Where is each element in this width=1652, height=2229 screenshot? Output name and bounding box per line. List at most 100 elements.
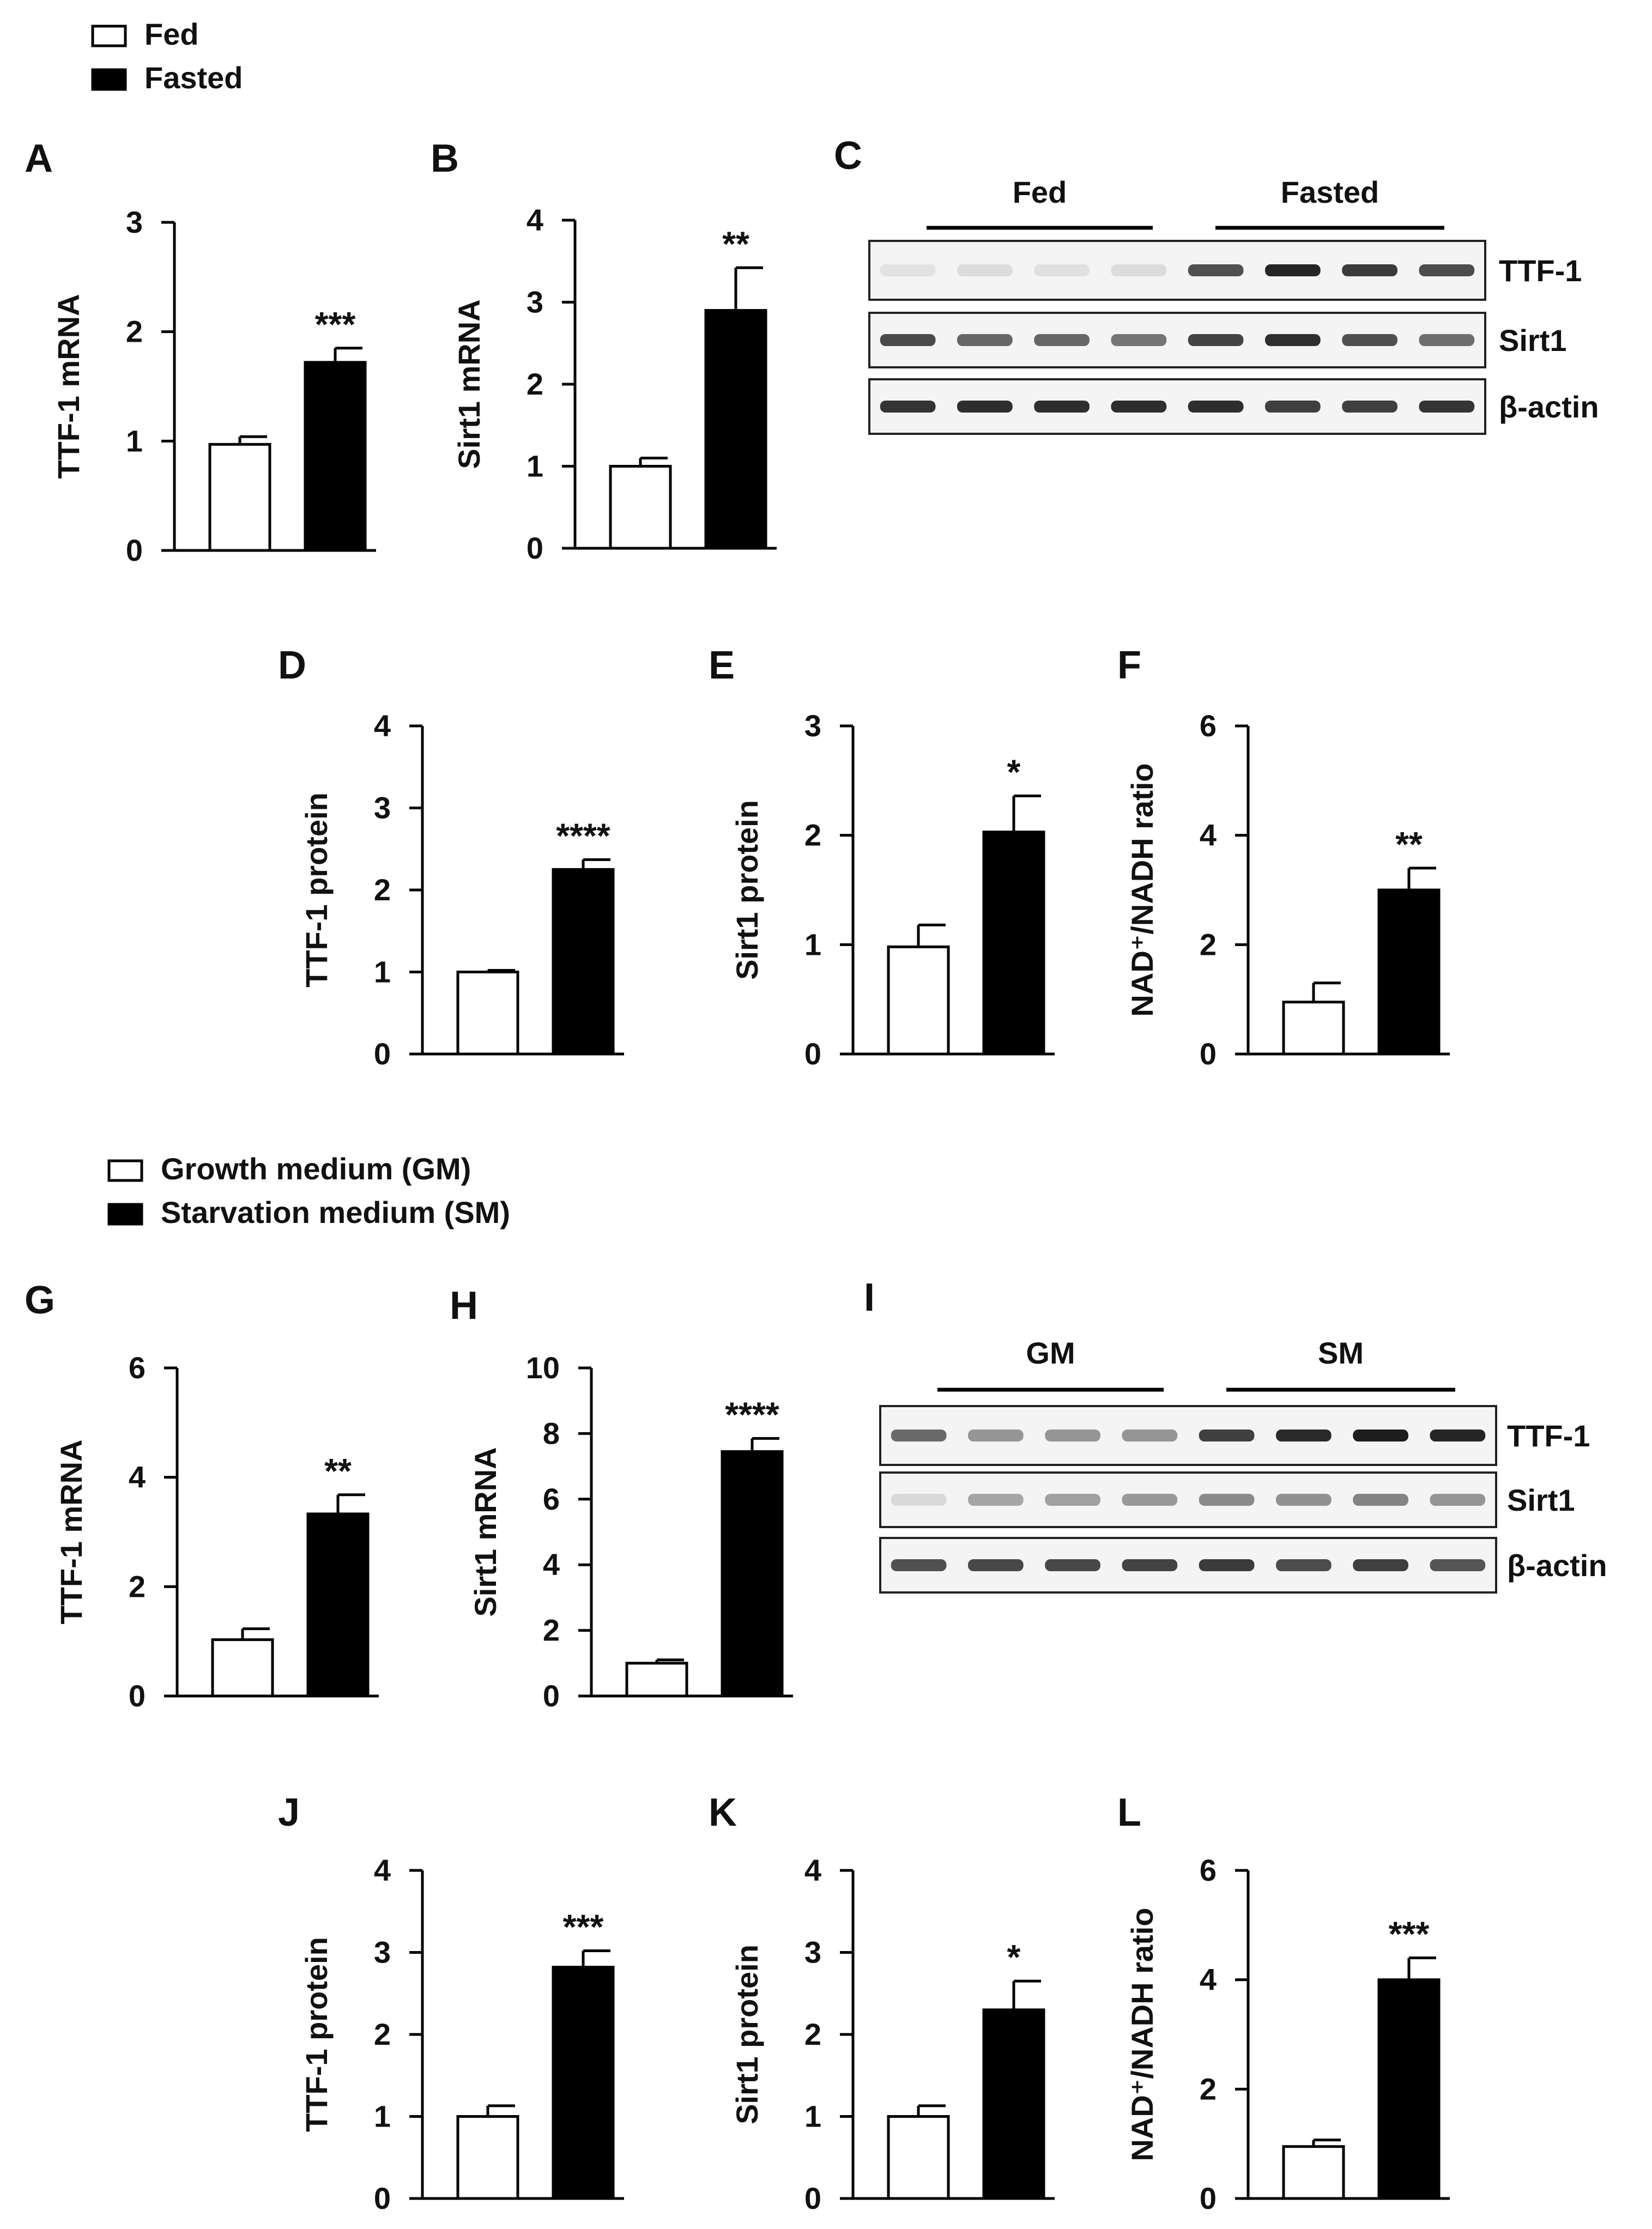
y-tick-label-k-3: 3 [804, 1935, 821, 1970]
bar-chart-h: 0 2 4 6 8 10 Sirt1 mRNA **** [468, 1350, 793, 1713]
y-tick-label-b-2: 2 [527, 367, 543, 401]
band-c-1-6 [1265, 264, 1321, 276]
band-c-1-8 [1419, 264, 1475, 276]
blots-layer: Fed Fasted TTF-1 Sirt1 β-actin GM SM TTF-1 Sirt1… [868, 175, 1607, 1594]
y-tick-label-k-2: 2 [804, 2017, 821, 2051]
y-tick-label-j-4: 4 [374, 1853, 391, 1887]
legend-2: Growth medium (GM) Starvation medium (SM) [107, 1152, 510, 1229]
band-i-2-4 [1122, 1494, 1178, 1506]
significance-l: *** [1389, 1915, 1430, 1954]
y-tick-label-j-1: 1 [374, 2099, 391, 2134]
band-c-1-4 [1111, 264, 1167, 276]
y-axis-label-f: NAD⁺/NADH ratio [1125, 763, 1159, 1016]
legend-swatch-2-1 [107, 1159, 143, 1182]
band-i-2-5 [1199, 1494, 1255, 1506]
bar-e-fed [887, 945, 950, 1056]
y-tick-label-l-1: 2 [1200, 2071, 1217, 2106]
bar-j-sm [552, 1966, 615, 2200]
bar-chart-a: 0 1 2 3 TTF-1 mRNA *** [51, 205, 376, 567]
y-tick-label-e-2: 2 [804, 818, 821, 852]
band-c-2-8 [1419, 334, 1475, 346]
significance-h: **** [725, 1395, 779, 1434]
significance-a: *** [315, 305, 356, 344]
band-c-1-3 [1034, 264, 1090, 276]
legend-label-2-2: Starvation medium (SM) [161, 1195, 510, 1229]
panel-letter-b: B [431, 137, 459, 180]
y-tick-label-h-3: 6 [543, 1482, 560, 1516]
y-tick-label-h-5: 10 [526, 1350, 560, 1385]
band-c-2-6 [1265, 334, 1321, 346]
y-axis-label-a: TTF-1 mRNA [51, 294, 86, 478]
y-tick-label-d-0: 0 [374, 1037, 391, 1071]
band-c-3-5 [1188, 401, 1244, 413]
bar-chart-d: 0 1 2 3 4 TTF-1 protein **** [299, 708, 624, 1071]
bar-a-fasted [304, 361, 367, 552]
band-i-2-6 [1276, 1494, 1332, 1506]
y-tick-label-j-0: 0 [374, 2181, 391, 2215]
bar-chart-g: 0 2 4 6 TTF-1 mRNA ** [54, 1350, 379, 1713]
band-i-3-7 [1353, 1559, 1408, 1571]
y-tick-label-f-3: 6 [1200, 708, 1217, 743]
bar-b-fasted [704, 309, 767, 550]
y-tick-label-j-2: 2 [374, 2017, 391, 2051]
y-tick-label-d-3: 3 [374, 791, 391, 825]
bar-l-sm [1377, 1978, 1441, 2200]
bar-l-gm [1282, 2145, 1345, 2200]
y-tick-label-b-1: 1 [527, 449, 543, 483]
legend-layer: Fed Fasted Growth medium (GM) Starvation me… [91, 17, 510, 1229]
y-tick-label-g-2: 4 [129, 1460, 146, 1494]
band-i-3-1 [891, 1559, 947, 1571]
bar-g-sm [306, 1512, 370, 1698]
y-tick-label-f-0: 0 [1200, 1037, 1217, 1071]
y-tick-label-j-3: 3 [374, 1935, 391, 1970]
band-i-3-3 [1045, 1559, 1100, 1571]
band-c-2-1 [880, 334, 936, 346]
y-axis-label-h: Sirt1 mRNA [468, 1447, 503, 1616]
y-tick-label-h-4: 8 [543, 1416, 560, 1450]
y-axis-label-j: TTF-1 protein [299, 1937, 334, 2132]
y-tick-label-d-4: 4 [374, 708, 391, 743]
y-tick-label-a-3: 3 [126, 205, 143, 239]
legend-label-1-2: Fasted [144, 60, 243, 95]
group-label-i-1: GM [1026, 1336, 1075, 1370]
significance-k: * [1007, 1937, 1021, 1977]
band-i-1-4 [1122, 1430, 1178, 1441]
significance-e: * [1007, 752, 1021, 791]
band-i-3-8 [1430, 1559, 1486, 1571]
bar-d-fed [456, 971, 519, 1056]
band-c-3-2 [957, 401, 1013, 413]
bar-chart-j: 0 1 2 3 4 TTF-1 protein *** [299, 1853, 624, 2215]
bar-f-fasted [1377, 888, 1441, 1056]
y-tick-label-g-0: 0 [129, 1679, 146, 1713]
bar-k-sm [982, 2008, 1045, 2200]
band-i-2-2 [968, 1494, 1024, 1506]
band-i-2-1 [891, 1494, 947, 1506]
panel-letter-e: E [709, 644, 735, 687]
band-c-3-6 [1265, 401, 1321, 413]
y-tick-label-h-2: 4 [543, 1547, 560, 1582]
band-i-1-1 [891, 1430, 947, 1441]
blot-row-label-c-1: TTF-1 [1499, 253, 1582, 288]
panel-letter-f: F [1117, 644, 1141, 687]
band-c-2-5 [1188, 334, 1244, 346]
band-i-2-3 [1045, 1494, 1100, 1506]
panel-letter-l: L [1117, 1791, 1141, 1834]
band-c-1-5 [1188, 264, 1244, 276]
bar-b-fed [609, 465, 672, 550]
band-i-1-5 [1199, 1430, 1255, 1441]
band-i-1-3 [1045, 1430, 1100, 1441]
panel-letters: A B C D E F G H I J K L [25, 134, 1141, 1834]
y-tick-label-e-1: 1 [804, 927, 821, 961]
panel-letter-k: K [709, 1791, 737, 1834]
blot-row-label-i-2: Sirt1 [1507, 1483, 1575, 1517]
y-tick-label-g-1: 2 [129, 1569, 146, 1603]
y-axis-label-d: TTF-1 protein [299, 792, 334, 988]
blot-row-label-c-3: β-actin [1499, 390, 1599, 424]
band-c-3-7 [1342, 401, 1397, 413]
band-i-1-7 [1353, 1430, 1408, 1441]
band-c-2-2 [957, 334, 1013, 346]
legend-label-1-1: Fed [144, 17, 199, 51]
band-i-3-2 [968, 1559, 1024, 1571]
panel-letter-g: G [25, 1279, 55, 1322]
